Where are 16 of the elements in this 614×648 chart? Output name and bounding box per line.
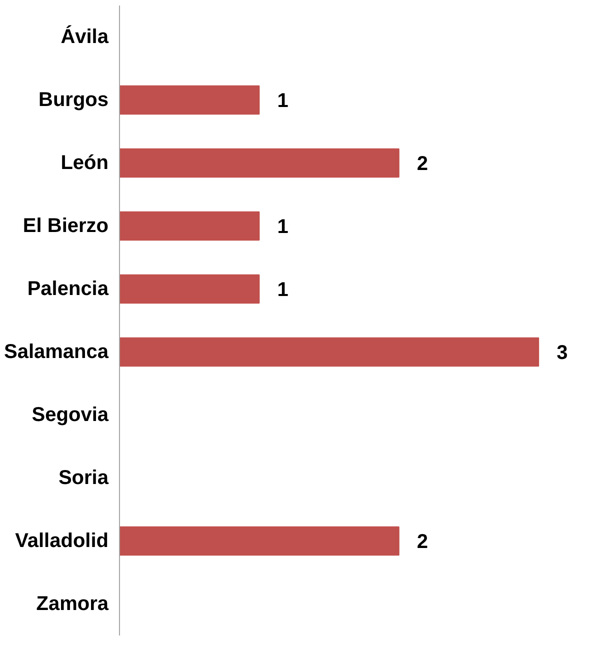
y-tick-label: Palencia bbox=[27, 278, 110, 300]
data-label: 1 bbox=[277, 279, 288, 301]
y-tick-label: Salamanca bbox=[4, 341, 110, 363]
y-tick-label: El Bierzo bbox=[22, 215, 108, 237]
y-tick-label: Valladolid bbox=[15, 530, 108, 552]
data-label: 1 bbox=[277, 90, 288, 112]
y-tick-label: Zamora bbox=[36, 593, 110, 615]
y-tick-label: Soria bbox=[58, 467, 110, 489]
data-label: 2 bbox=[416, 531, 428, 553]
y-tick-label: Burgos bbox=[38, 89, 108, 111]
y-tick-label: Ávila bbox=[60, 25, 110, 48]
data-label: 1 bbox=[277, 216, 288, 238]
data-label: 3 bbox=[556, 342, 568, 364]
y-tick-label: León bbox=[60, 152, 109, 174]
data-label: 2 bbox=[416, 153, 428, 175]
y-tick-label: Segovia bbox=[32, 404, 110, 426]
